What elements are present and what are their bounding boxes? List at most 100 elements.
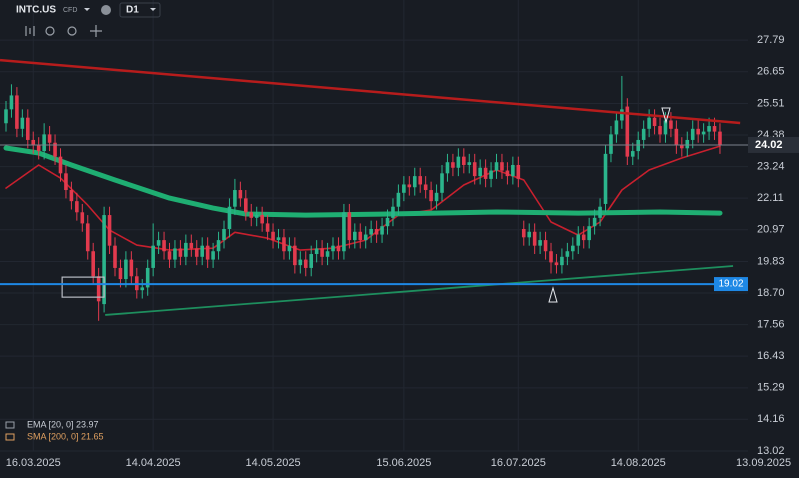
candle-body [620,109,624,121]
candle-body [549,251,553,263]
candle-body [576,234,581,246]
candle-body [309,254,314,268]
candle-body [592,217,597,227]
candle-body [396,192,401,207]
candle-body [129,259,134,277]
candle-body [647,117,651,129]
plot-area [0,58,799,321]
candle-body [53,142,57,157]
candle-body [113,245,117,268]
candle-body [107,215,112,246]
drawing-box [61,276,105,298]
candle-body [423,184,428,191]
zoom-out[interactable] [45,26,55,36]
x-tick-label: 14.04.2025 [126,457,181,469]
crosshair[interactable] [90,25,102,37]
candle-body [358,231,363,241]
drawing-marker[interactable] [661,107,671,124]
candle-body [353,231,357,241]
candle-body [194,248,199,257]
candle-body [696,128,700,135]
last-price-box [748,136,799,153]
y-tick-label: 16.43 [757,350,785,362]
candle-body [20,117,25,129]
candle-body [222,228,226,241]
candle-body [244,198,248,213]
candle-body [233,190,237,207]
candle-body [260,215,264,224]
symbol[interactable]: INTC.US [16,5,56,16]
candle-body [440,173,444,193]
candle-body [9,95,14,110]
x-tick-label: 13.09.2025 [736,457,791,469]
candle-body [521,228,526,238]
indicator-tool[interactable] [25,26,35,36]
candle-body [363,234,368,241]
candle-body [227,206,232,229]
candle-body [91,251,95,277]
x-tick-label: 14.08.2025 [611,457,666,469]
candle-body [15,95,19,129]
candle-body [271,231,275,241]
candle-body [205,245,210,260]
dropdown-arrow[interactable] [150,8,156,11]
candle-body [124,259,128,280]
candle-body [625,106,630,157]
y-tick-label: 22.11 [757,192,784,204]
candle-body [587,226,591,241]
candle-body [293,245,297,266]
candle-body [658,126,662,135]
candle-body [369,228,373,235]
candle-body [445,162,450,174]
candle-body [178,248,183,257]
zoom-in[interactable] [67,26,77,36]
candle-body [412,176,417,188]
candle-body [402,184,406,193]
candle-body [118,267,123,280]
timeframe[interactable]: D1 [126,5,139,16]
y-tick-label: 20.97 [757,224,785,236]
candle-body [598,206,602,218]
candle-body [462,156,466,165]
y-tick-label: 18.70 [757,287,785,299]
candle-body [287,245,292,252]
legend-entry: EMA [20, 0] 23.97 [27,419,99,429]
candle-body [527,231,532,238]
x-tick-label: 14.05.2025 [246,457,301,469]
candle-body [489,170,493,179]
candle-body [385,217,390,227]
candle-body [156,240,161,246]
drawing-marker[interactable] [548,286,558,303]
candle-body [254,215,259,218]
candle-body [374,228,379,235]
candle-body [167,251,172,260]
candle-body [145,267,150,288]
candle-body [581,234,586,241]
y-tick-label: 13.02 [757,445,785,457]
candle-body [189,242,194,249]
trend-line [0,58,741,125]
candle-body [418,176,423,185]
info-icon[interactable] [101,5,111,15]
x-tick-label: 16.03.2025 [6,457,61,469]
legend-icon [5,421,15,429]
candle-body [674,128,679,146]
candle-body [4,109,8,124]
candle-body [85,223,90,252]
candle-body [276,237,281,241]
level-label: 19.02 [718,279,743,290]
candle-body [58,156,63,174]
last-price-label: 24.02 [755,139,783,151]
candle-body [680,145,684,149]
candle-body [603,153,608,204]
timeframe-box[interactable] [119,2,161,18]
candle-body [505,170,510,177]
candle-body [609,134,613,154]
dropdown-arrow[interactable] [84,8,90,11]
candle-body [211,251,215,260]
candle-body [184,242,188,257]
y-tick-label: 15.29 [757,382,785,394]
candle-body [31,139,36,146]
candle-body [718,131,722,145]
